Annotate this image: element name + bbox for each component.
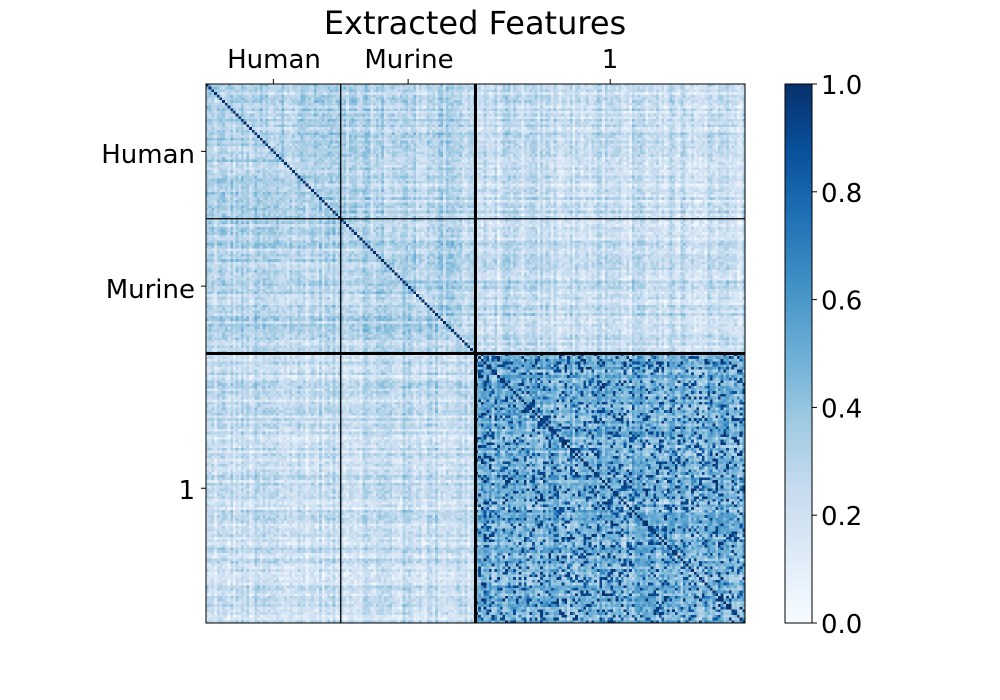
colorbar-tick-label: 0.4 — [821, 394, 862, 424]
colorbar — [784, 83, 813, 624]
chart-title: Extracted Features — [324, 4, 626, 42]
plot-frame — [205, 83, 746, 624]
y-tick-labels: Human Murine 1 — [101, 140, 195, 506]
axis-tick-marks — [201, 79, 611, 489]
x-tick-labels: Human Murine 1 — [227, 45, 618, 75]
x-tick-label-human: Human — [227, 45, 321, 75]
x-tick-label-murine: Murine — [364, 45, 453, 75]
colorbar-tick-label: 0.2 — [821, 502, 862, 532]
colorbar-tick-label: 1.0 — [821, 71, 862, 101]
colorbar-tick-label: 0.8 — [821, 179, 862, 209]
y-tick-label-1: 1 — [178, 476, 195, 506]
colorbar-tick-label: 0.0 — [821, 610, 862, 640]
colorbar-ticks: 0.0 0.2 0.4 0.6 0.8 1.0 — [812, 71, 862, 640]
y-tick-label-murine: Murine — [106, 275, 195, 305]
group-boundary-lines — [206, 84, 745, 623]
colorbar-tick-label: 0.6 — [821, 287, 862, 317]
y-tick-label-human: Human — [101, 140, 195, 170]
x-tick-label-1: 1 — [602, 45, 619, 75]
